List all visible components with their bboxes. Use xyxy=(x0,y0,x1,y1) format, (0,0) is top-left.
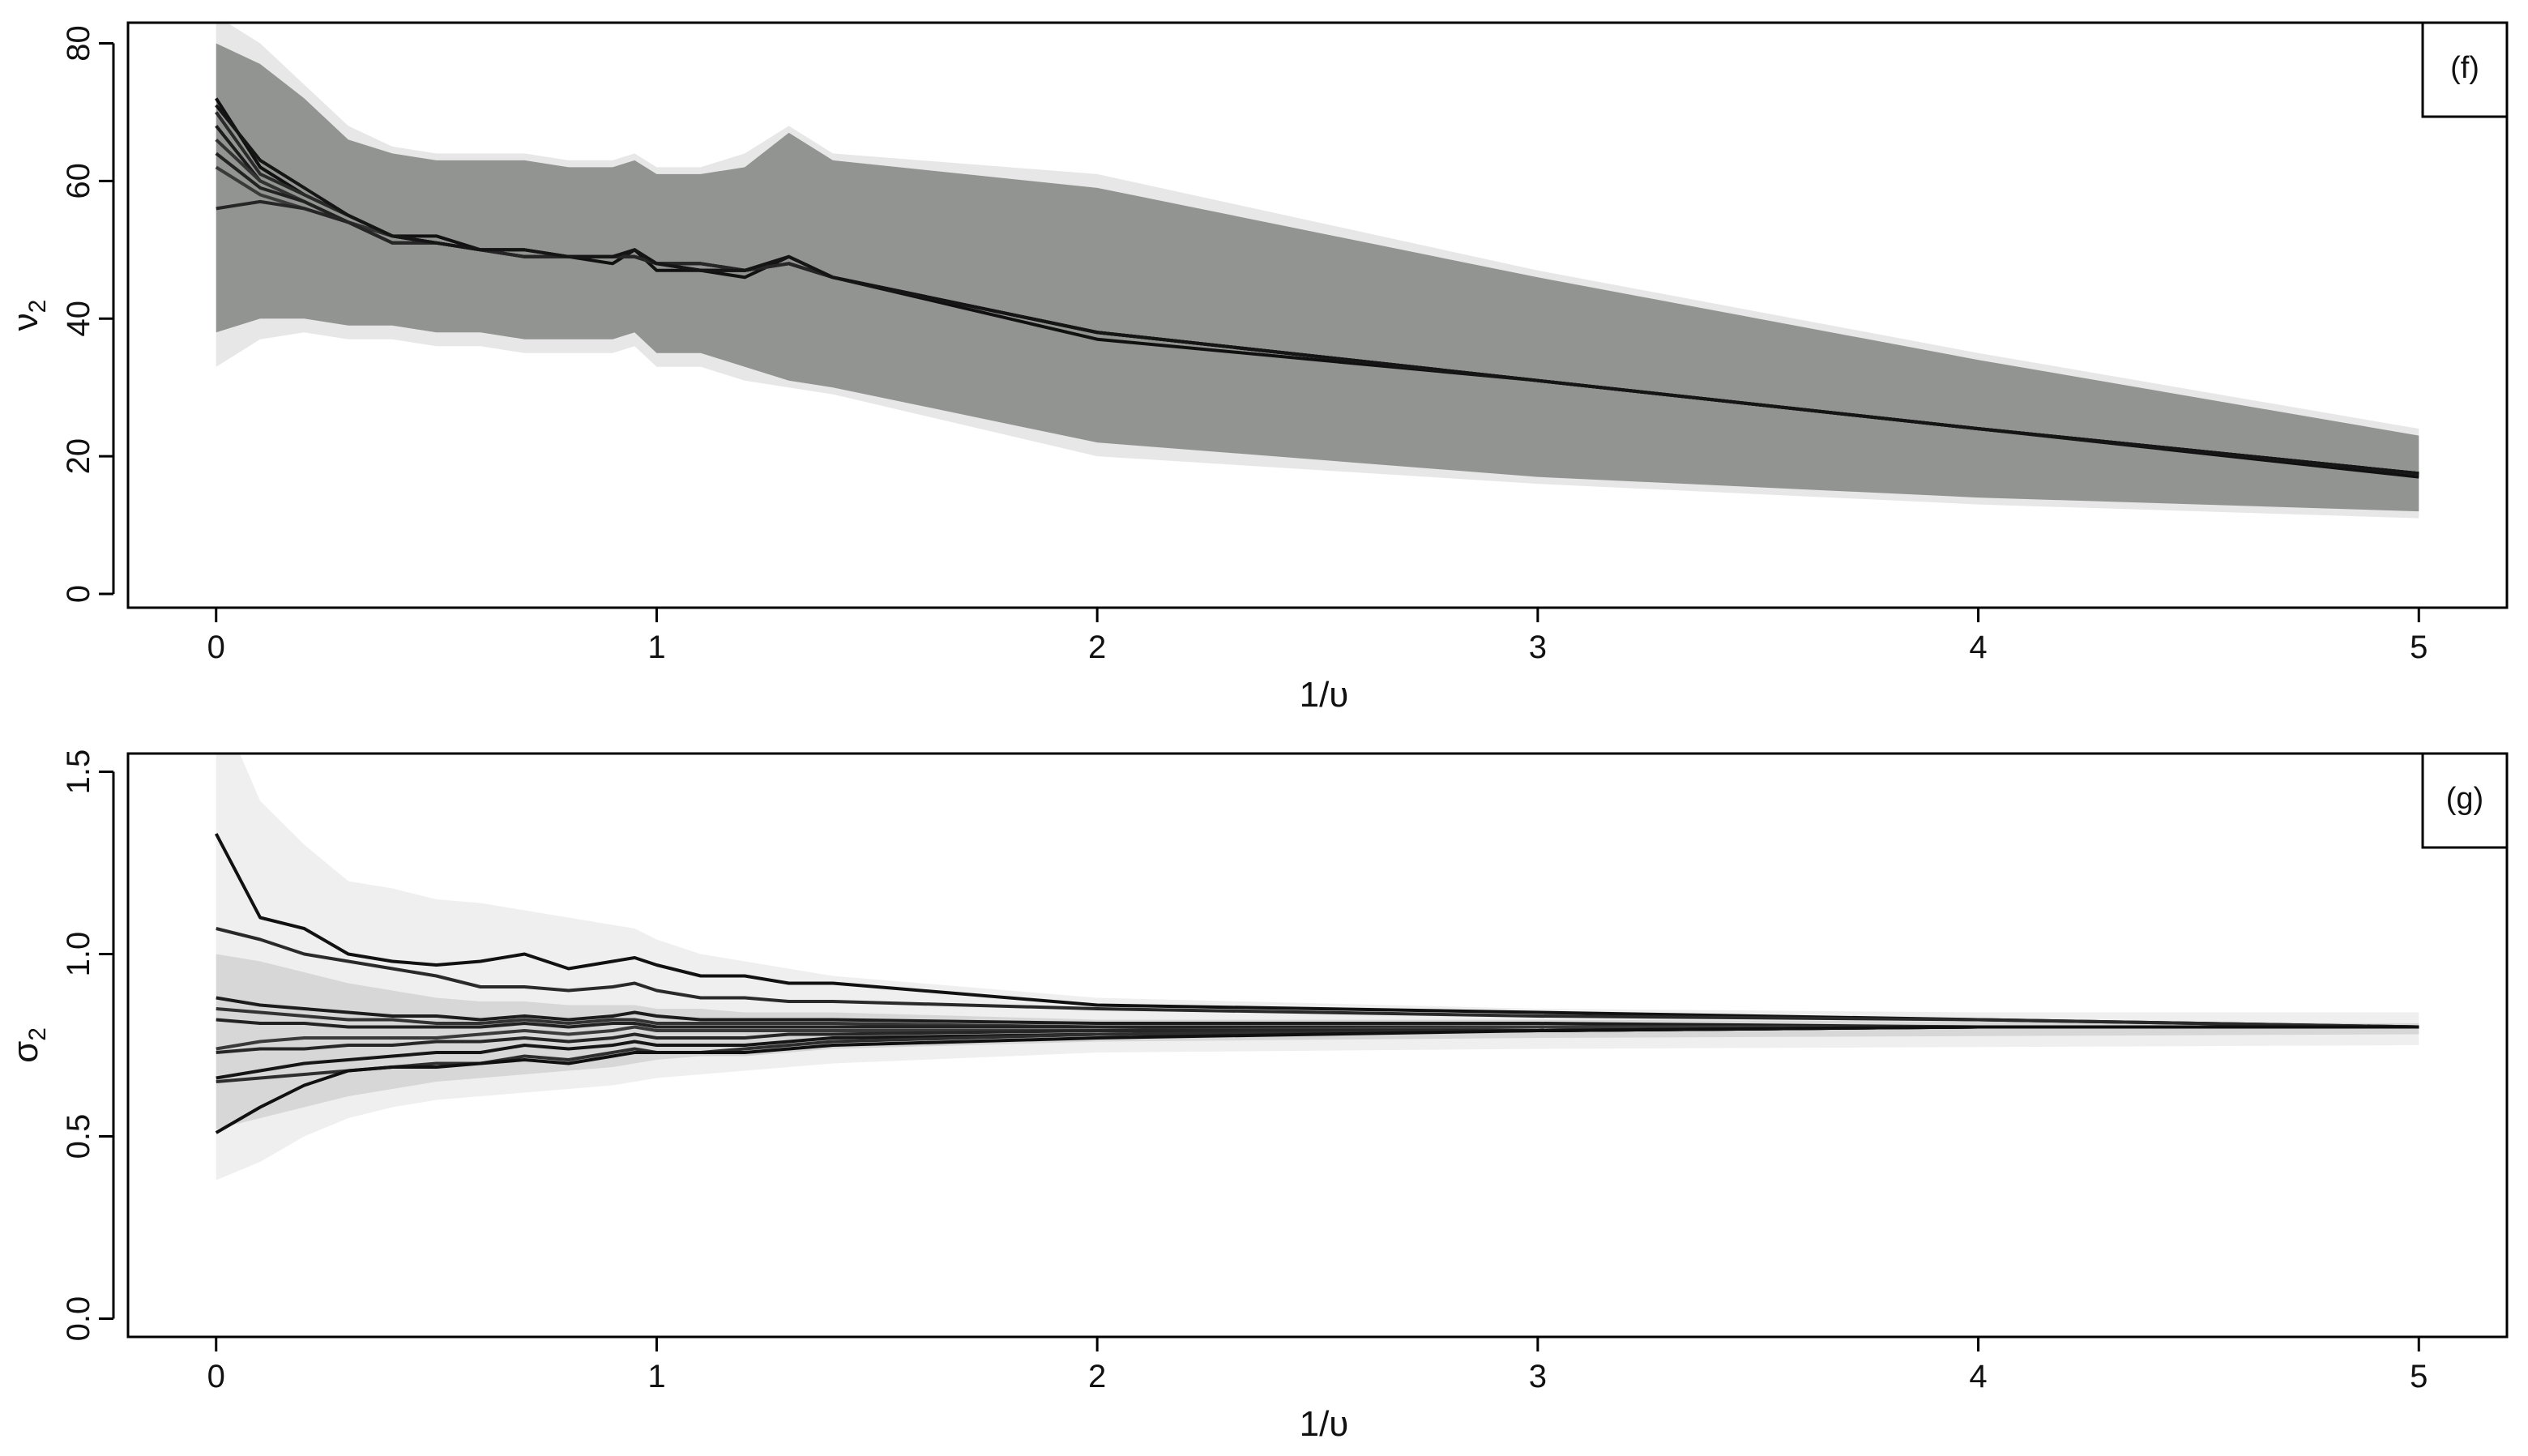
series-line-g-10 xyxy=(215,1025,2419,1134)
y-tick-label-f: 20 xyxy=(61,438,96,475)
x-tick-label-g: 3 xyxy=(1529,1359,1547,1394)
x-tick-label-f: 2 xyxy=(1088,630,1106,665)
panel-label-f: (f) xyxy=(2421,21,2509,118)
x-axis-f: 0 1 2 3 4 5 xyxy=(207,606,2428,665)
y-axis-title-sub-g: 2 xyxy=(24,1027,51,1041)
y-tick-label-f: 40 xyxy=(61,301,96,337)
band-outer-g xyxy=(216,754,2419,1181)
y-tick-label-g: 0.0 xyxy=(61,1296,96,1342)
series-line-f-8 xyxy=(215,104,2419,476)
y-axis-f: 0 20 40 60 80 xyxy=(61,25,115,603)
x-tick-label-g: 0 xyxy=(207,1359,225,1394)
series-lines-f xyxy=(215,97,2419,479)
y-tick-label-f: 80 xyxy=(61,25,96,62)
band-inner-g xyxy=(216,954,2419,1129)
x-tick-label-f: 5 xyxy=(2410,630,2428,665)
series-line-g-1 xyxy=(214,833,2419,1029)
x-axis-g: 0 1 2 3 4 5 xyxy=(207,1335,2428,1394)
panel-label-text-g: (g) xyxy=(2446,782,2483,816)
x-tick-label-g: 4 xyxy=(1969,1359,1987,1394)
x-tick-label-g: 2 xyxy=(1088,1359,1106,1394)
x-tick-label-f: 0 xyxy=(207,630,225,665)
y-axis-title-f: ν2 xyxy=(6,300,51,331)
x-tick-label-f: 3 xyxy=(1529,630,1547,665)
y-axis-g: 0.0 0.5 1.0 1.5 xyxy=(61,749,115,1342)
y-axis-title-g: σ2 xyxy=(6,1027,51,1063)
series-line-g-5 xyxy=(216,1018,2419,1029)
x-tick-label-f: 1 xyxy=(647,630,665,665)
x-tick-label-g: 1 xyxy=(647,1359,665,1394)
series-line-g-3 xyxy=(216,996,2419,1029)
y-axis-title-main-f: ν xyxy=(6,313,45,331)
x-tick-label-g: 5 xyxy=(2410,1359,2428,1394)
uncertainty-bands-f xyxy=(216,23,2419,519)
band-inner-f xyxy=(216,43,2419,512)
series-line-g-2 xyxy=(216,927,2419,1029)
y-tick-label-g: 1.0 xyxy=(61,932,96,977)
series-line-g-7 xyxy=(216,1025,2419,1054)
y-axis-title-main-g: σ xyxy=(6,1041,45,1063)
x-axis-title-g: 1/υ xyxy=(1300,1404,1349,1444)
panel-label-g: (g) xyxy=(2421,752,2509,849)
y-tick-label-g: 0.5 xyxy=(61,1114,96,1159)
x-axis-title-f: 1/υ xyxy=(1300,675,1349,715)
panel-label-text-f: (f) xyxy=(2450,51,2479,85)
y-axis-title-sub-f: 2 xyxy=(24,300,51,314)
y-tick-label-f: 60 xyxy=(61,163,96,199)
y-tick-label-g: 1.5 xyxy=(61,749,96,795)
y-tick-label-f: 0 xyxy=(61,585,96,603)
x-tick-label-f: 4 xyxy=(1969,630,1987,665)
uncertainty-bands-g xyxy=(216,754,2419,1181)
series-lines-g xyxy=(214,833,2419,1134)
